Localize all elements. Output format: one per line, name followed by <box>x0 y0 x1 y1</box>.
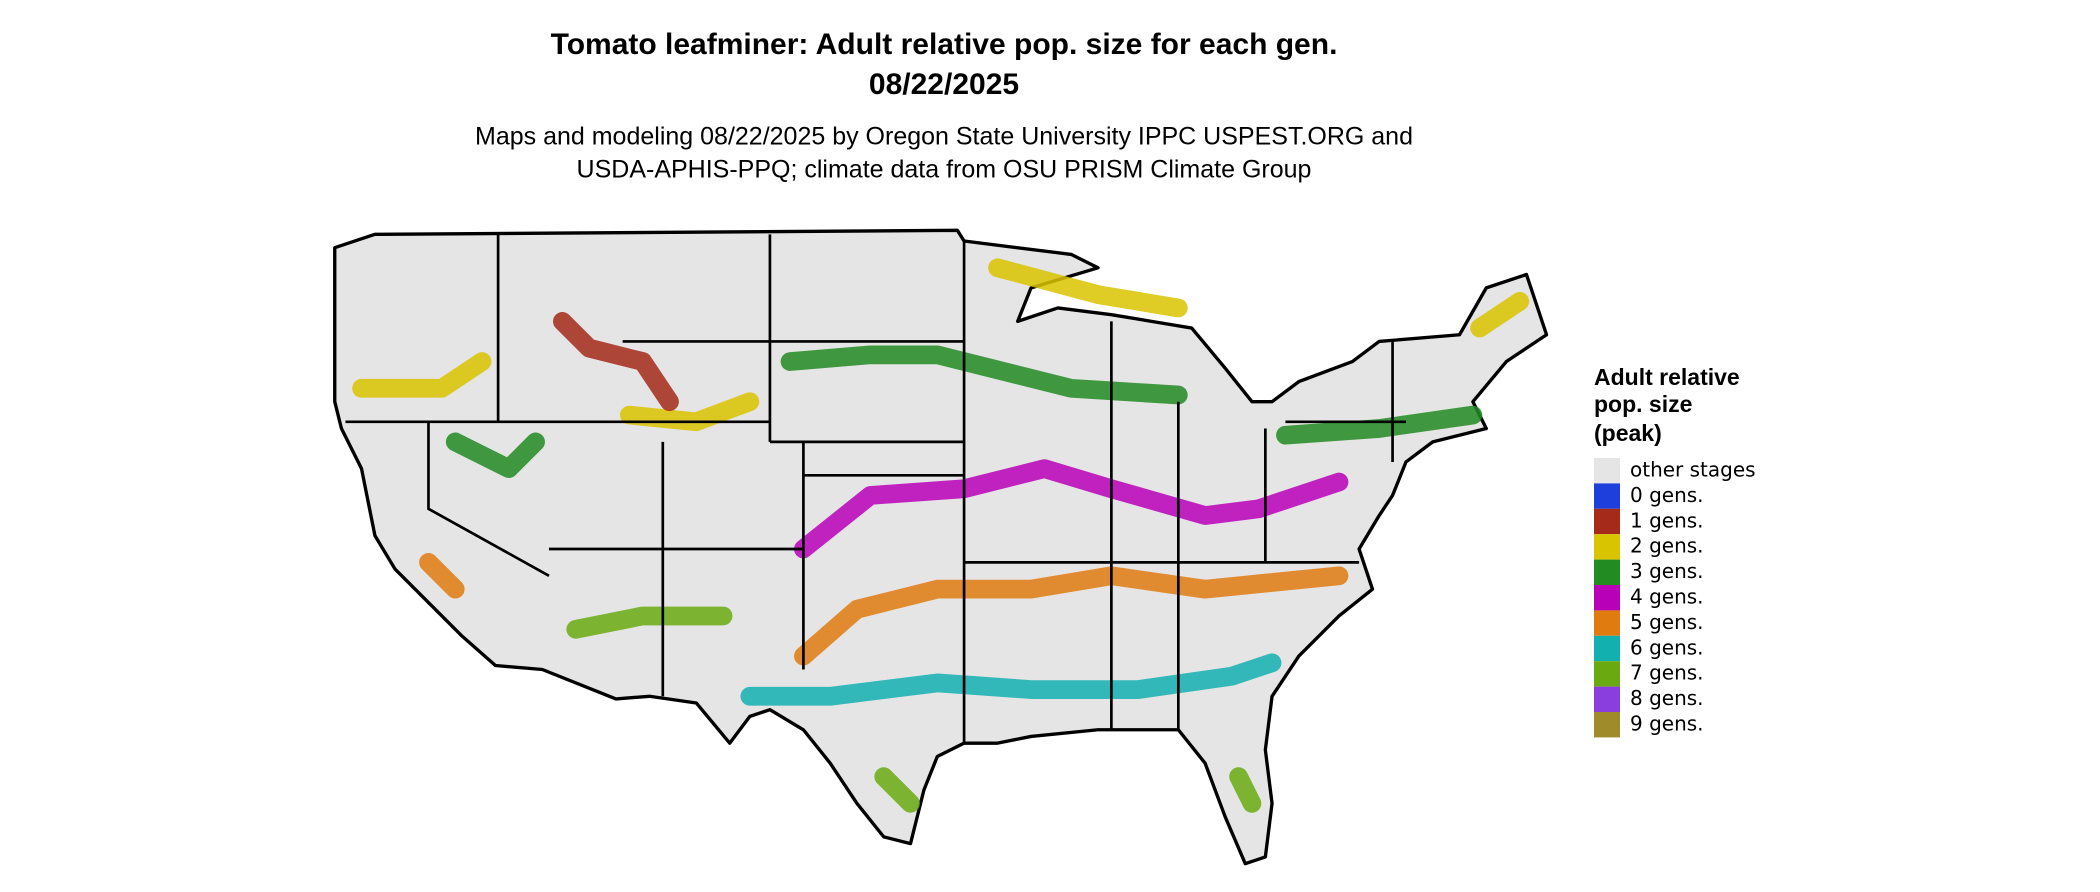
generation-area <box>1276 405 1483 445</box>
legend-swatch <box>1594 483 1620 509</box>
generation-area <box>740 653 1282 706</box>
legend-swatch <box>1594 508 1620 535</box>
legend-label: 1 gens. <box>1630 508 1704 532</box>
legend-swatch <box>1594 559 1620 585</box>
state-borders <box>345 234 1406 744</box>
generation-area <box>566 606 733 639</box>
generation-area <box>445 432 545 479</box>
legend-swatch <box>1594 610 1620 636</box>
us-map <box>333 228 1549 866</box>
subtitle: USDA-APHIS-PPQ; climate data from OSU PR… <box>577 156 1312 184</box>
legend-swatch <box>1594 458 1620 484</box>
title: Tomato leafminer: Adult relative pop. si… <box>551 28 1338 61</box>
generation-area <box>794 459 1349 559</box>
legend-swatch <box>1594 661 1620 687</box>
legend-label: 2 gens. <box>1630 534 1704 558</box>
legend-swatch <box>1594 585 1620 611</box>
generation-area <box>1470 291 1530 338</box>
generation-area <box>352 352 492 398</box>
legend-swatch <box>1594 686 1620 712</box>
legend-label: 3 gens. <box>1630 559 1704 583</box>
legend-swatch <box>1594 712 1620 738</box>
legend-label: 8 gens. <box>1630 686 1704 710</box>
generation-area <box>874 767 920 813</box>
generation-area <box>780 345 1188 405</box>
subtitle: Maps and modeling 08/22/2025 by Oregon S… <box>475 123 1413 151</box>
legend-label: 0 gens. <box>1630 483 1704 507</box>
legend-label: 9 gens. <box>1630 712 1704 736</box>
us-outline <box>333 228 1549 866</box>
generation-area <box>553 311 679 412</box>
legend-title: pop. size <box>1594 391 1692 417</box>
legend-swatch <box>1594 534 1620 560</box>
legend-title: Adult relative <box>1594 364 1740 390</box>
legend-swatch <box>1594 635 1620 662</box>
title-date: 08/22/2025 <box>869 68 1019 101</box>
legend-label: other stages <box>1630 458 1756 482</box>
legend-label: 6 gens. <box>1630 635 1704 659</box>
generation-area <box>988 258 1188 318</box>
legend-label: 5 gens. <box>1630 610 1704 634</box>
legend-label: 7 gens. <box>1630 661 1704 685</box>
generation-area <box>419 553 465 599</box>
legend-title: (peak) <box>1594 420 1662 446</box>
generation-area <box>1229 767 1262 813</box>
generation-area <box>794 566 1349 666</box>
generation-areas <box>352 258 1530 813</box>
legend-label: 4 gens. <box>1630 585 1704 609</box>
